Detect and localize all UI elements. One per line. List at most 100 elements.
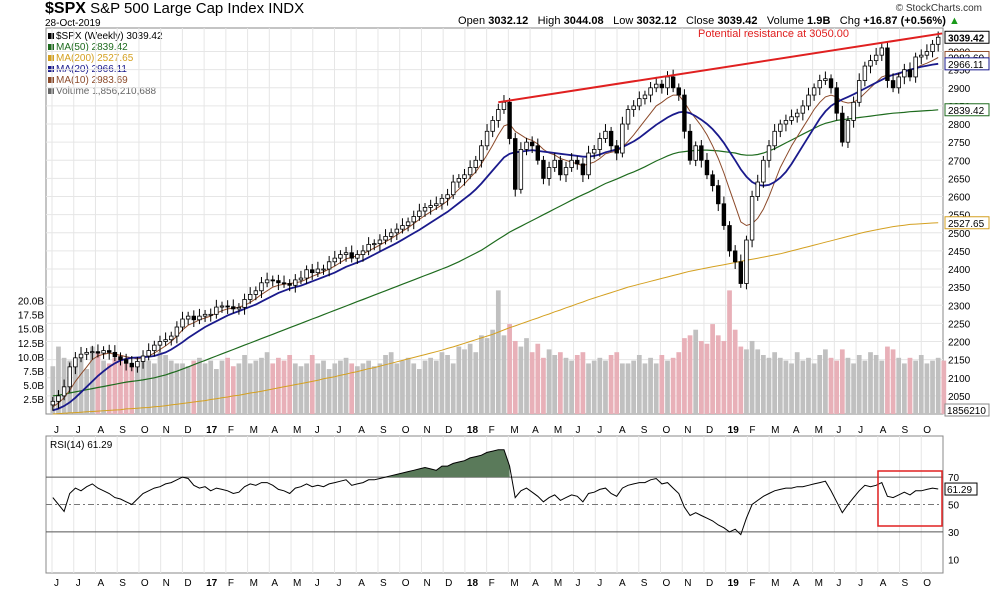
- candle-body: [405, 221, 411, 226]
- candle-body: [355, 254, 360, 259]
- price-badge: 3039.42: [944, 30, 990, 44]
- candle-body: [642, 94, 648, 100]
- volume-bar: [823, 349, 828, 414]
- price-tick-label: 2250: [948, 319, 971, 330]
- volume-bar: [405, 357, 411, 414]
- candle-body: [716, 185, 721, 205]
- volume-bars: [50, 290, 952, 414]
- legend-entry: Volume 1,856,210,688: [48, 86, 163, 97]
- candle-body: [259, 282, 264, 292]
- candle-body: [208, 313, 213, 316]
- time-tick-label: F: [228, 578, 234, 589]
- price-badge: 2527.65: [944, 216, 990, 230]
- candle-body: [654, 83, 659, 89]
- candle-body: [202, 313, 208, 317]
- time-tick-label: O: [402, 425, 410, 436]
- time-tick-label: A: [358, 425, 365, 436]
- candle-body: [913, 56, 918, 78]
- price-tick-label: 2550: [948, 211, 971, 222]
- volume-bar: [479, 335, 484, 414]
- chart-title: $SPX S&P 500 Large Cap Index INDX: [45, 0, 304, 18]
- price-tick-label: 2700: [948, 156, 971, 167]
- price-badge-box: [944, 103, 990, 117]
- legend-text: Volume 1,856,210,688: [56, 86, 157, 97]
- volume-bar: [197, 357, 202, 414]
- time-tick-label: N: [423, 425, 430, 436]
- volume-bar: [236, 363, 242, 414]
- time-tick-label: M: [771, 578, 779, 589]
- volume-bar: [783, 360, 789, 414]
- candle-body: [281, 282, 287, 285]
- time-tick-label: M: [510, 578, 518, 589]
- candle-body: [394, 228, 400, 234]
- price-badge-text: 2527.65: [948, 219, 985, 230]
- candle-body: [169, 335, 174, 341]
- candle-body: [546, 167, 552, 179]
- time-tick-label: S: [902, 578, 909, 589]
- candle-body: [591, 149, 597, 154]
- volume-bar: [450, 363, 456, 414]
- volume-bar: [789, 363, 794, 414]
- candle-body: [462, 174, 467, 179]
- volume-bar: [715, 335, 721, 414]
- volume-bar: [620, 363, 625, 414]
- volume-bar: [394, 363, 400, 414]
- candle-body: [135, 361, 140, 368]
- volume-bar: [230, 366, 236, 414]
- candle-body: [146, 350, 151, 357]
- volume-bar: [281, 360, 287, 414]
- candle-body: [326, 261, 332, 270]
- candle-body: [332, 257, 337, 263]
- candle-body: [338, 254, 343, 259]
- candle-body: [163, 339, 168, 342]
- candle-body: [665, 76, 670, 89]
- candle-body: [682, 94, 687, 132]
- volume-bar: [140, 357, 146, 414]
- volume-bar: [338, 360, 343, 414]
- volume-bar: [225, 357, 231, 414]
- candle-body: [191, 315, 197, 321]
- time-tick-label: M: [815, 578, 823, 589]
- rsi-tick-label: 10: [948, 555, 960, 566]
- time-tick-label: J: [315, 425, 320, 436]
- volume-bar: [653, 363, 659, 414]
- candle-body: [699, 145, 704, 161]
- candle-body: [56, 395, 61, 402]
- time-tick-label: O: [662, 425, 670, 436]
- time-tick-label: J: [576, 578, 581, 589]
- volume-bar: [276, 357, 281, 414]
- time-tick-label: F: [749, 578, 755, 589]
- candle-body: [879, 47, 884, 56]
- volume-bar: [309, 355, 315, 414]
- volume-bar: [371, 366, 377, 414]
- time-tick-label: O: [141, 425, 149, 436]
- candle-body: [749, 196, 755, 241]
- open-value: 3032.12: [488, 15, 529, 27]
- chg-value: +16.87 (+0.56%): [863, 15, 946, 27]
- time-tick-label: M: [293, 425, 301, 436]
- time-grid: [51, 28, 922, 573]
- time-tick-label: A: [97, 578, 104, 589]
- time-tick-label: A: [97, 425, 104, 436]
- candle-body: [721, 203, 727, 226]
- price-badge: 2839.42: [944, 103, 990, 117]
- time-tick-label: J: [337, 425, 342, 436]
- legend-swatch: [48, 77, 54, 83]
- time-tick-label: A: [619, 425, 626, 436]
- rsi-highlight-box: [877, 470, 943, 527]
- candle-body: [907, 69, 913, 78]
- volume-bar: [541, 357, 546, 414]
- volume-bar: [106, 363, 112, 414]
- candle-body: [896, 76, 901, 89]
- candle-body: [270, 279, 275, 282]
- time-tick-label: M: [510, 425, 518, 436]
- volume-bar: [445, 355, 450, 414]
- volume-bar: [659, 355, 665, 414]
- candle-body: [518, 149, 524, 190]
- candle-body: [552, 159, 557, 168]
- volume-bar: [321, 360, 326, 414]
- candle-body: [670, 76, 676, 89]
- candle-body: [885, 47, 890, 81]
- volume-bar: [377, 363, 383, 414]
